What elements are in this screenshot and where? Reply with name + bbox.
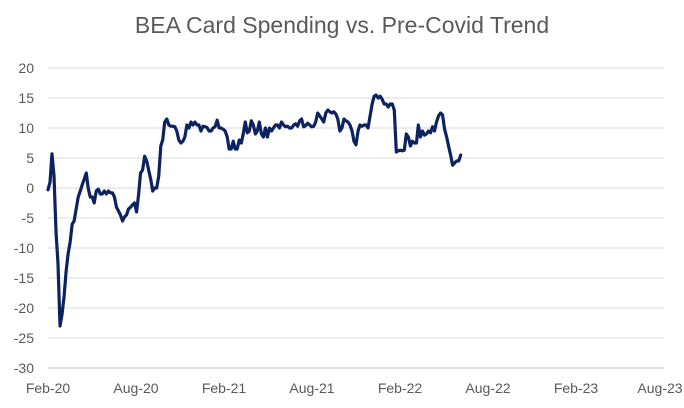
x-tick-label: Aug-21 (289, 380, 334, 396)
x-tick-label: Feb-23 (554, 380, 599, 396)
y-tick-label: -10 (14, 240, 34, 256)
x-tick-label: Feb-20 (26, 380, 71, 396)
x-tick-label: Aug-22 (465, 380, 510, 396)
y-tick-label: 5 (26, 150, 34, 166)
series-layer (46, 93, 463, 328)
y-tick-label: -20 (14, 300, 34, 316)
chart-title: BEA Card Spending vs. Pre-Covid Trend (134, 12, 550, 38)
x-tick-label: Feb-22 (378, 380, 423, 396)
x-tick-label: Aug-23 (637, 380, 682, 396)
series-line (46, 93, 463, 328)
x-tick-label: Feb-21 (202, 380, 247, 396)
y-tick-label: 20 (18, 60, 34, 76)
y-tick-label: -30 (14, 360, 34, 376)
y-tick-label: -15 (14, 270, 34, 286)
x-tick-label: Aug-20 (113, 380, 158, 396)
x-axis-ticks: Feb-20 Aug-20 Feb-21 Aug-21 Feb-22 Aug-22 Feb-… (26, 380, 683, 396)
gridlines (48, 67, 664, 369)
y-tick-label: -5 (22, 210, 35, 226)
y-tick-label: -25 (14, 330, 34, 346)
y-tick-label: 15 (18, 90, 34, 106)
y-axis-ticks: 20 15 10 5 0 -5 -10 -15 -20 -25 -30 (14, 60, 34, 376)
y-tick-label: 10 (18, 120, 34, 136)
y-tick-label: 0 (26, 180, 34, 196)
